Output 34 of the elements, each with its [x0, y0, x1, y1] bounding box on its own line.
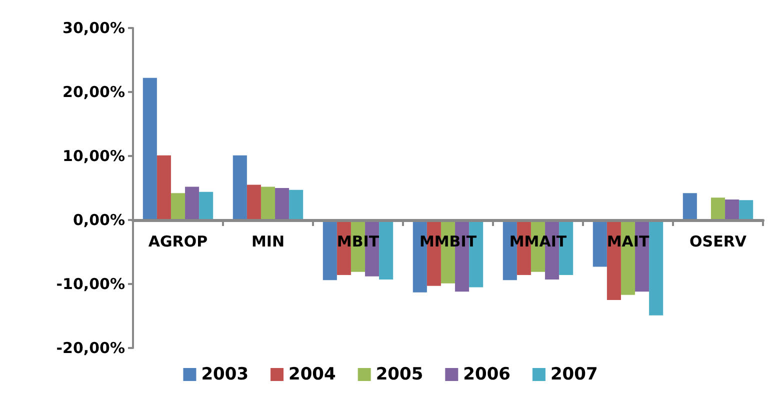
- bar: [142, 78, 157, 220]
- bar: [682, 193, 697, 220]
- y-tick-label: 10,00%: [62, 147, 125, 165]
- y-tick-label: 30,00%: [62, 19, 125, 37]
- bar: [710, 198, 726, 220]
- x-tick-label: AGROP: [148, 232, 208, 250]
- y-tick-label: -10,00%: [56, 275, 125, 293]
- bar: [260, 186, 276, 220]
- legend-label: 2005: [376, 364, 424, 384]
- bar: [185, 186, 200, 220]
- legend-label: 2004: [288, 364, 336, 384]
- bar: [170, 193, 186, 220]
- x-tick-label: MIN: [251, 232, 285, 250]
- bar: [246, 184, 261, 220]
- x-tick-label: MMBIT: [419, 232, 478, 250]
- bar: [232, 155, 247, 220]
- y-tick-label: 0,00%: [72, 211, 125, 229]
- x-tick-label: MMAIT: [509, 232, 568, 250]
- legend-label: 2006: [463, 364, 510, 384]
- bar: [649, 220, 664, 316]
- y-tick-label: 20,00%: [62, 83, 125, 101]
- bar: [322, 220, 337, 280]
- bar: [592, 220, 607, 267]
- bar: [289, 190, 304, 220]
- bar: [156, 155, 171, 220]
- x-tick-label: OSERV: [690, 232, 747, 250]
- y-tick-label: -20,00%: [56, 339, 125, 357]
- legend-label: 2003: [201, 364, 249, 384]
- bar: [725, 200, 740, 220]
- bar: [379, 220, 394, 280]
- bar: [275, 188, 290, 220]
- bar: [199, 192, 214, 220]
- bar: [739, 200, 754, 220]
- legend-label: 2007: [550, 364, 598, 384]
